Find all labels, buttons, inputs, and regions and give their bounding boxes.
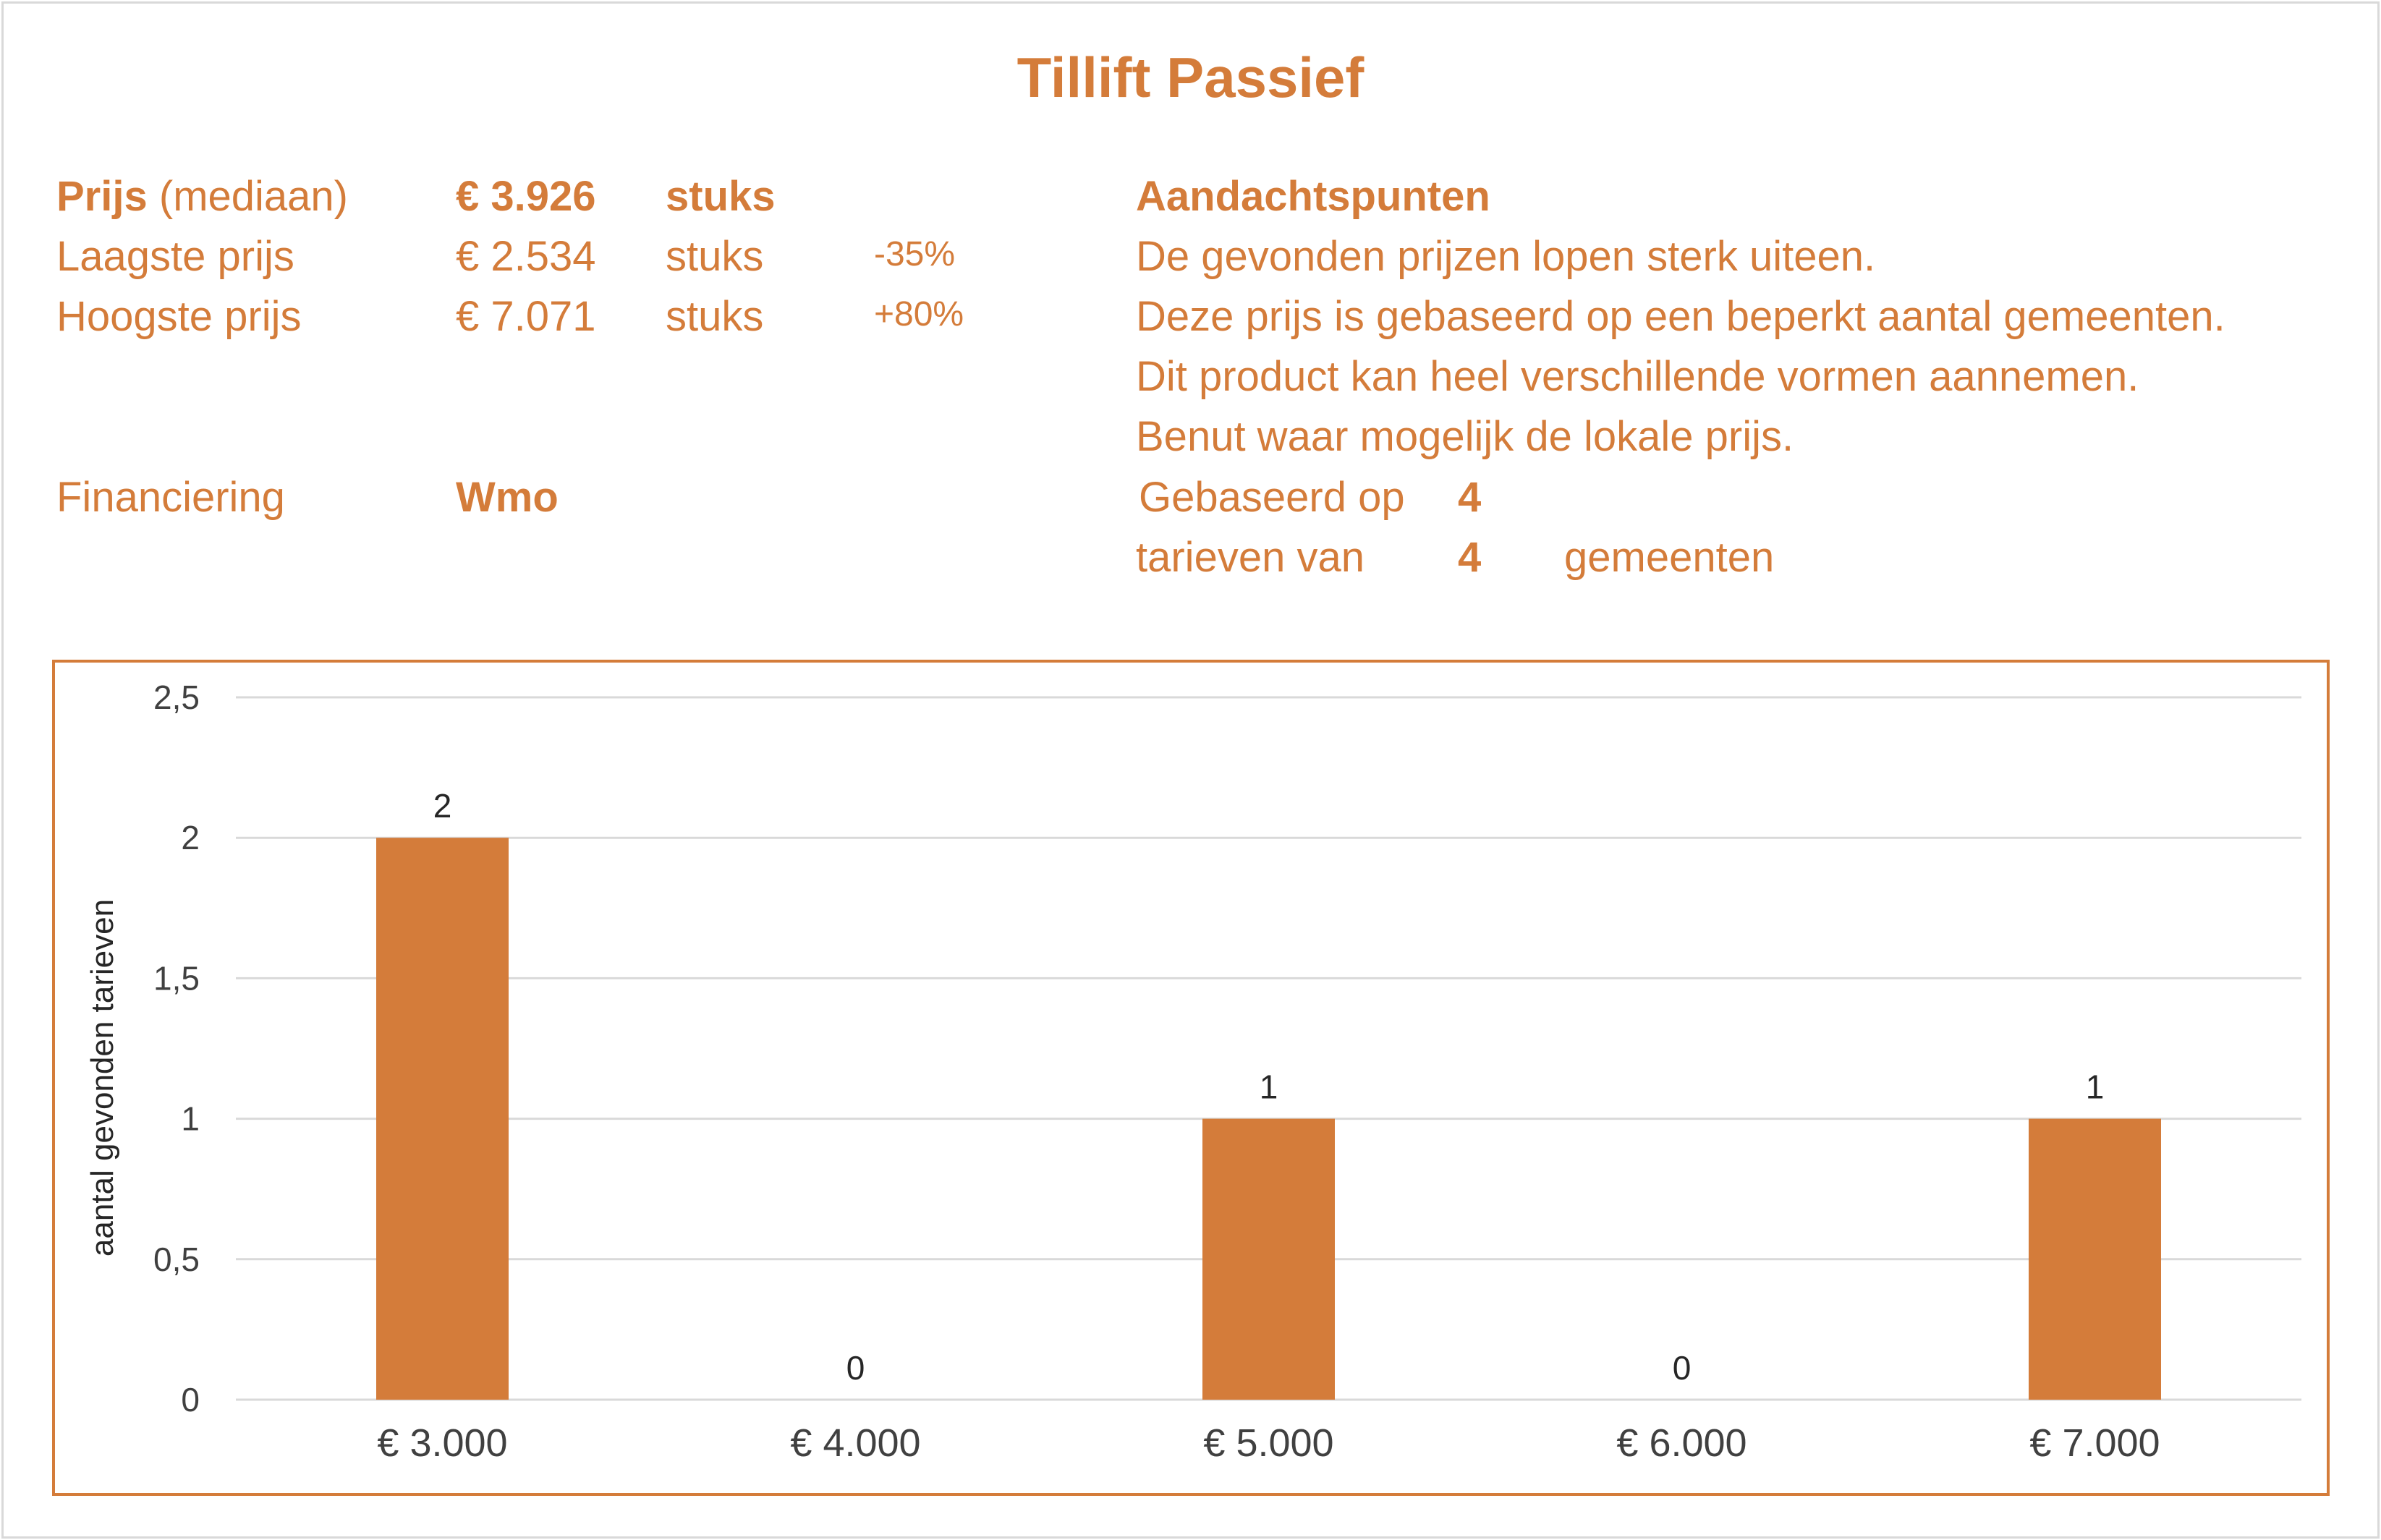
tariffs-label: tarieven van <box>1136 534 1364 581</box>
high-unit: stuks <box>666 293 764 340</box>
median-suffix: (mediaan) <box>158 173 348 220</box>
y-axis-label: aantal gevonden tarieven <box>85 899 120 1256</box>
bar <box>376 838 509 1400</box>
y-tick-label: 1,5 <box>153 959 200 997</box>
y-tick-label: 1 <box>181 1100 200 1138</box>
label-layer: 0 0,5 1 1,5 2 2,5 2 € 3.000 0 € 4.000 1 € 5.000 0 € 6… <box>153 678 2160 1465</box>
note-line: Deze prijs is gebaseerd op een beperkt a… <box>1136 293 2225 340</box>
high-pct: +80% <box>874 295 964 333</box>
note-line: Dit product kan heel verschillende vorme… <box>1136 353 2139 400</box>
bar-layer <box>376 838 2161 1400</box>
x-tick-label: € 3.000 <box>377 1421 507 1465</box>
grid-layer <box>236 696 2301 1401</box>
x-tick-label: € 5.000 <box>1203 1421 1333 1465</box>
median-label-row: Prijs (mediaan) <box>56 168 348 226</box>
median-value: € 3.926 <box>456 173 596 220</box>
data-label: 2 <box>433 787 452 825</box>
y-tick-label: 2,5 <box>153 678 200 716</box>
bar <box>2029 1118 2161 1400</box>
low-unit: stuks <box>666 233 764 280</box>
note-line: De gevonden prijzen lopen sterk uiteen. <box>1136 233 1876 280</box>
median-label: Prijs <box>56 173 148 220</box>
chart-container: 0 0,5 1 1,5 2 2,5 2 € 3.000 0 € 4.000 1 € 5.000 0 € 6… <box>52 660 2330 1496</box>
bar-chart: 0 0,5 1 1,5 2 2,5 2 € 3.000 0 € 4.000 1 € 5.000 0 € 6… <box>85 678 2301 1465</box>
low-label: Laagste prijs <box>56 233 294 280</box>
based-on-label: Gebaseerd op <box>1139 474 1405 521</box>
tariffs-value: 4 <box>1458 534 1482 581</box>
high-value: € 7.071 <box>456 293 596 340</box>
data-label: 0 <box>846 1349 865 1387</box>
financing-label: Financiering <box>56 474 285 521</box>
notes-heading: Aandachtspunten <box>1136 173 1490 220</box>
based-on-value: 4 <box>1458 474 1482 521</box>
data-label: 1 <box>2086 1068 2105 1106</box>
note-line: Benut waar mogelijk de lokale prijs. <box>1136 413 1794 460</box>
median-unit: stuks <box>666 173 776 220</box>
x-tick-label: € 6.000 <box>1616 1421 1747 1465</box>
low-pct: -35% <box>874 235 956 273</box>
municipalities-label: gemeenten <box>1564 534 1775 581</box>
financing-value: Wmo <box>456 474 559 521</box>
data-label: 0 <box>1673 1349 1692 1387</box>
page-title: Tillift Passief <box>1017 46 1364 109</box>
y-tick-label: 0,5 <box>153 1241 200 1278</box>
high-label: Hoogste prijs <box>56 293 302 340</box>
bar <box>1202 1118 1335 1400</box>
x-tick-label: € 7.000 <box>2029 1421 2160 1465</box>
x-tick-label: € 4.000 <box>790 1421 920 1465</box>
y-tick-label: 0 <box>181 1381 200 1418</box>
y-tick-label: 2 <box>181 819 200 856</box>
low-value: € 2.534 <box>456 233 596 280</box>
data-label: 1 <box>1260 1068 1278 1106</box>
